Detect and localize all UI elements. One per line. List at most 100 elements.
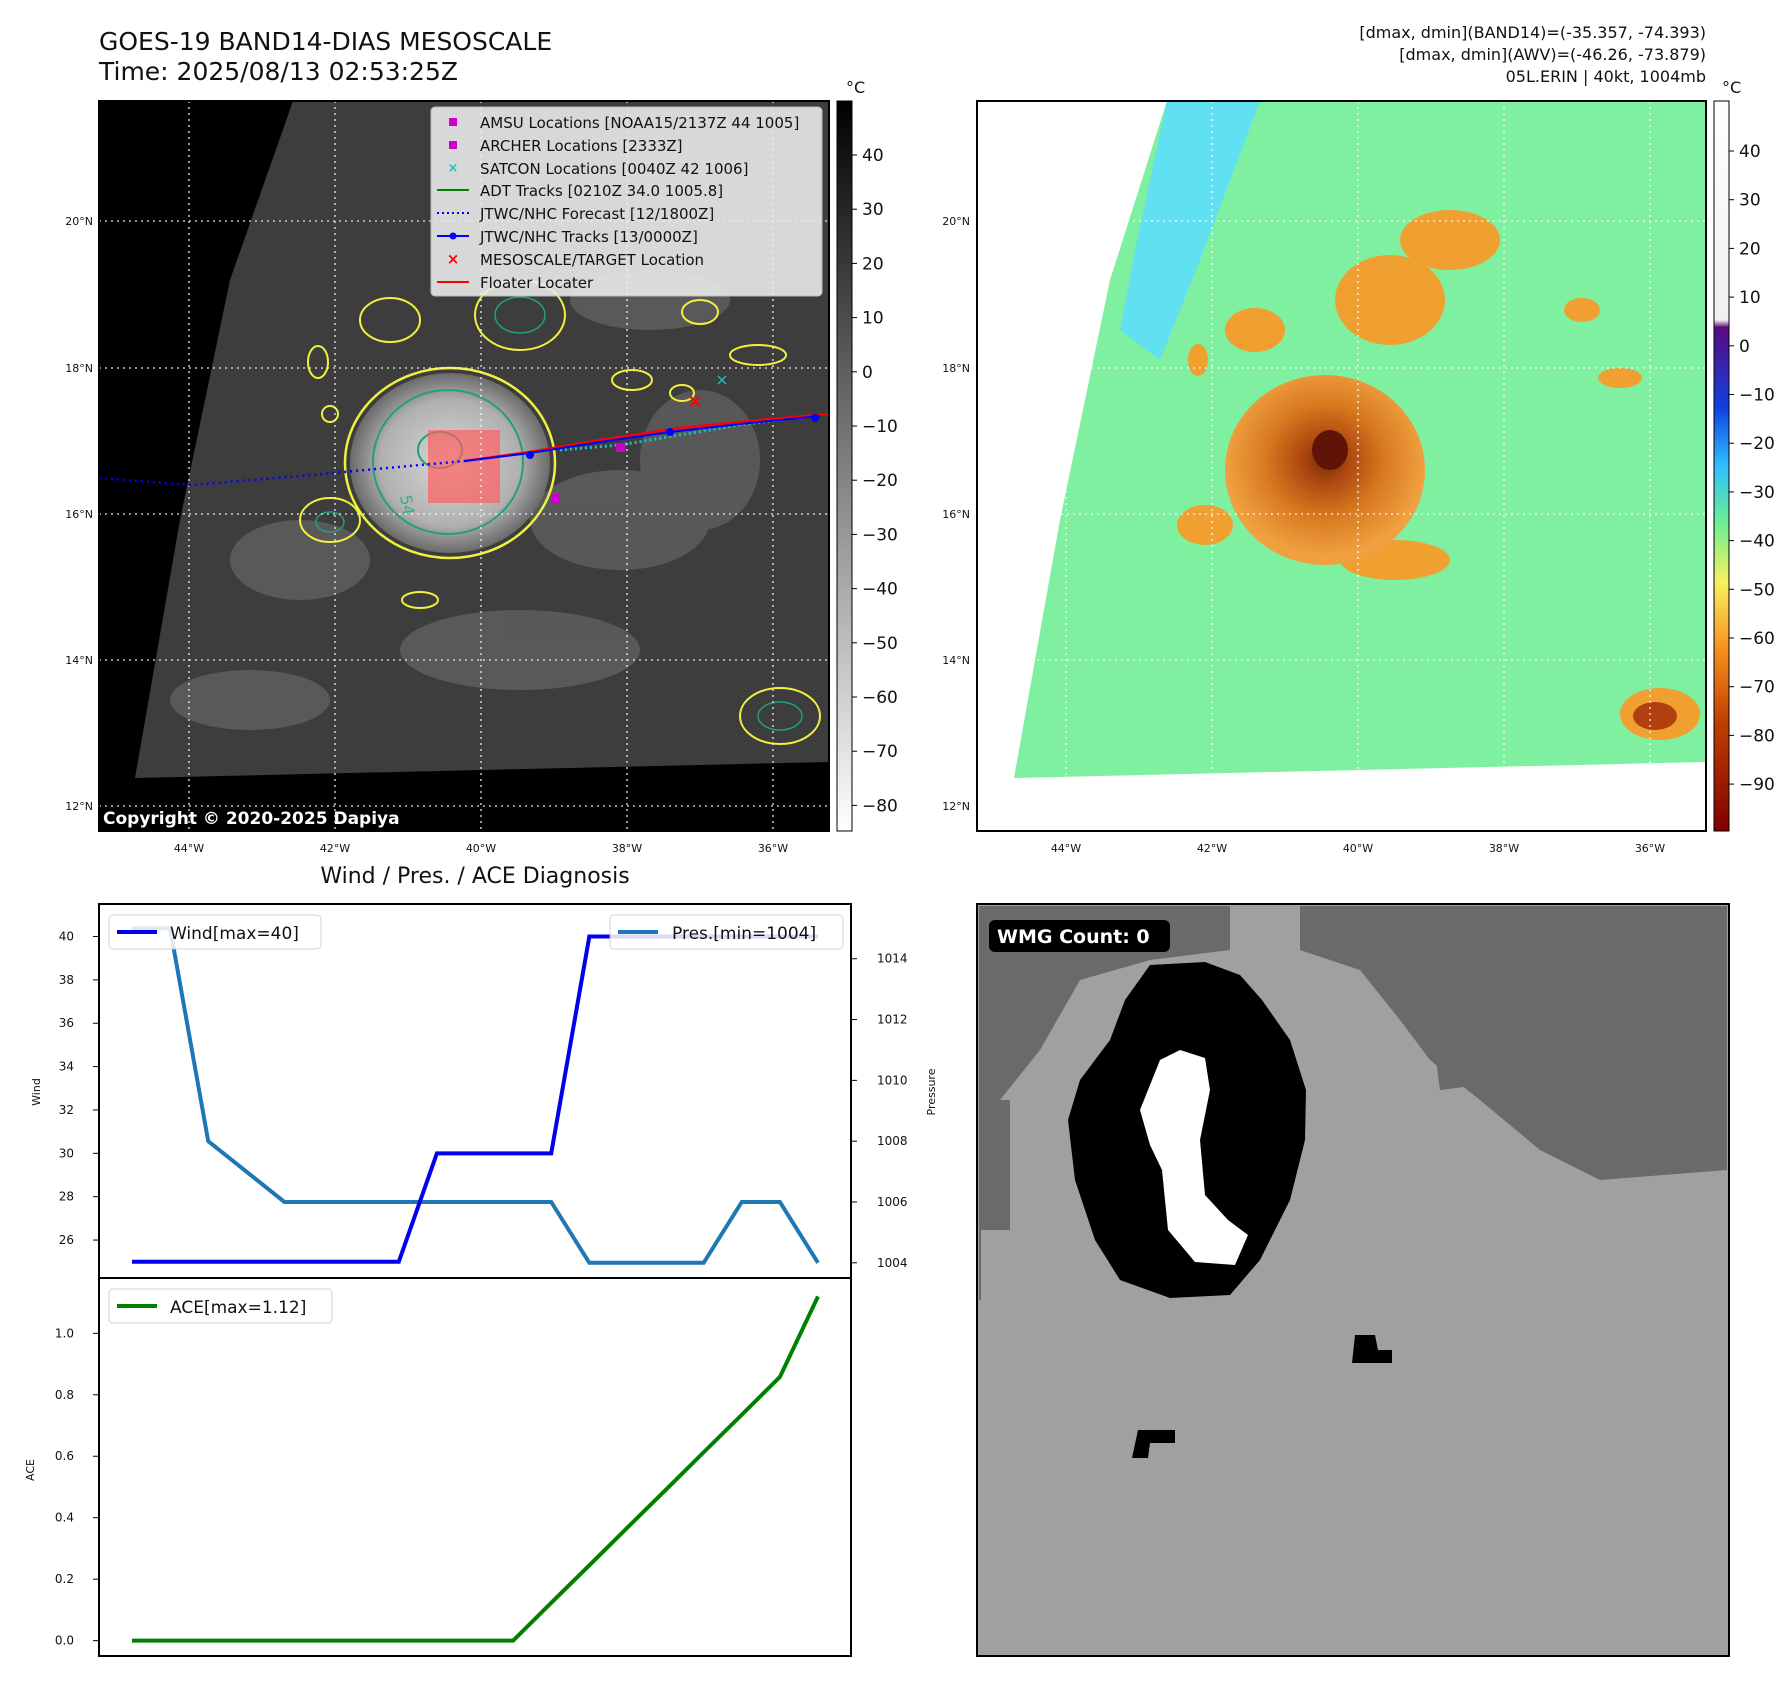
wv-storm-core [1225, 375, 1425, 565]
wv-colorbar-tick-label: −10 [1739, 386, 1775, 406]
amsu-marker [551, 494, 560, 503]
ir-colorbar-tick-label: −50 [862, 634, 898, 654]
ir-colorbar-tick-label: −60 [862, 688, 898, 708]
wind-tick-label: 38 [59, 973, 74, 987]
ir-colorbar-tick-label: 30 [862, 200, 884, 220]
diagnosis-title: Wind / Pres. / ACE Diagnosis [320, 864, 629, 889]
wind-tick-label: 32 [59, 1103, 74, 1117]
ir-colorbar [836, 100, 853, 832]
wmg-count-label: WMG Count: 0 [997, 926, 1150, 948]
copyright-text: Copyright © 2020-2025 Dapiya [103, 809, 400, 829]
ir-colorbar-tick-label: −10 [862, 417, 898, 437]
pressure-tick-label: 1006 [877, 1195, 908, 1209]
wv-colorbar-tick-label: −50 [1739, 580, 1775, 600]
legend-label: MESOSCALE/TARGET Location [480, 251, 704, 269]
figure-time: Time: 2025/08/13 02:53:25Z [98, 57, 458, 86]
pressure-line [132, 926, 820, 1265]
wv-colorbar [1713, 100, 1730, 832]
archer-marker [616, 443, 625, 452]
wv-lat-label: 12°N [942, 800, 970, 813]
legend-icon-satcon: × [448, 161, 459, 176]
wv-lon-label: 38°W [1489, 842, 1519, 855]
wind-pressure-chart: Wind / Pres. / ACE Diagnosis 26 28 30 32 34 3… [30, 864, 938, 1279]
ir-colorbar-tick-label: −30 [862, 525, 898, 545]
wv-lat-label: 18°N [942, 362, 970, 375]
legend-label: ADT Tracks [0210Z 34.0 1005.8] [480, 182, 723, 200]
wv-lon-label: 42°W [1197, 842, 1227, 855]
ir-lon-label: 40°W [466, 842, 496, 855]
legend-label: JTWC/NHC Tracks [13/0000Z] [479, 228, 698, 246]
ir-lon-label: 44°W [174, 842, 204, 855]
target-marker: × [687, 391, 702, 412]
wv-lat-label: 16°N [942, 508, 970, 521]
wmg-panel: WMG Count: 0 [976, 903, 1730, 1657]
legend-label: ARCHER Locations [2333Z] [480, 137, 683, 155]
wv-lat-label: 14°N [942, 654, 970, 667]
ace-legend: ACE[max=1.12] [108, 1288, 333, 1324]
satcon-marker: × [715, 370, 728, 389]
wind-tick-label: 40 [59, 930, 74, 944]
pressure-tick-label: 1012 [877, 1013, 908, 1027]
ir-colorbar-ticks: 40 30 20 10 0 −10 −20 −30 −40 −50 −60 −70 −80 [852, 146, 898, 816]
wv-lon-label: 40°W [1343, 842, 1373, 855]
ace-chart: 0.0 0.2 0.4 0.6 0.8 1.0 ACE ACE[max=1.12] [24, 1277, 852, 1657]
ir-colorbar-tick-label: −70 [862, 742, 898, 762]
ace-tick-label: 0.0 [55, 1634, 74, 1648]
wv-colorbar-tick-label: −20 [1739, 434, 1775, 454]
legend-label: SATCON Locations [0040Z 42 1006] [480, 160, 748, 178]
ace-axis-label: ACE [24, 1459, 37, 1481]
wv-dry-band [1120, 101, 1260, 360]
wv-map-panel: 20°N 18°N 16°N 14°N 12°N 44°W 42°W 40°W … [942, 78, 1775, 855]
ace-tick-label: 1.0 [55, 1326, 74, 1340]
ir-legend: × × AMSU Locations [NOAA15/2137Z 44 1005… [430, 106, 823, 297]
wv-colorbar-tick-label: −60 [1739, 629, 1775, 649]
ir-colorbar-tick-label: −40 [862, 580, 898, 600]
wv-lat-label: 20°N [942, 215, 970, 228]
wind-legend-label: Wind[max=40] [170, 924, 299, 944]
legend-label: Floater Locater [480, 274, 594, 292]
wind-tick-label: 36 [59, 1016, 74, 1030]
wind-axis-label: Wind [30, 1078, 43, 1106]
ir-lon-label: 38°W [612, 842, 642, 855]
wv-colorbar-tick-label: 20 [1739, 239, 1761, 259]
wv-colorbar-tick-label: 40 [1739, 142, 1761, 162]
legend-label: AMSU Locations [NOAA15/2137Z 44 1005] [480, 114, 799, 132]
wind-tick-label: 34 [59, 1060, 74, 1074]
wv-colorbar-tick-label: −80 [1739, 726, 1775, 746]
pressure-tick-label: 1004 [877, 1256, 908, 1270]
pressure-legend-label: Pres.[min=1004] [672, 924, 816, 944]
ir-lat-label: 18°N [65, 362, 93, 375]
wv-colorbar-tick-label: −30 [1739, 483, 1775, 503]
ir-colorbar-tick-label: −20 [862, 471, 898, 491]
ir-colorbar-tick-label: −80 [862, 796, 898, 816]
legend-icon-archer [449, 141, 457, 149]
pressure-tick-label: 1008 [877, 1134, 908, 1148]
forecast-track [99, 459, 466, 487]
ir-lat-label: 16°N [65, 508, 93, 521]
ir-colorbar-tick-label: 20 [862, 254, 884, 274]
wv-lon-label: 36°W [1635, 842, 1665, 855]
nhc-track [464, 415, 821, 462]
wv-colorbar-unit: °C [1722, 78, 1741, 97]
pressure-legend: Pres.[min=1004] [609, 914, 844, 950]
wv-colorbar-tick-label: −40 [1739, 532, 1775, 552]
ir-map-panel: 54 [65, 78, 898, 855]
wv-colorbar-tick-label: 30 [1739, 191, 1761, 211]
ir-lon-label: 42°W [320, 842, 350, 855]
info-line-3: 05L.ERIN | 40kt, 1004mb [1506, 67, 1706, 86]
ir-lat-label: 20°N [65, 215, 93, 228]
wind-tick-label: 28 [59, 1190, 74, 1204]
legend-label: JTWC/NHC Forecast [12/1800Z] [479, 205, 714, 223]
pressure-tick-label: 1014 [877, 952, 908, 966]
wv-lon-label: 44°W [1051, 842, 1081, 855]
ir-lat-label: 12°N [65, 800, 93, 813]
wv-colorbar-ticks: 40 30 20 10 0 −10 −20 −30 −40 −50 −60 −70 −80 −90 [1729, 142, 1775, 795]
ace-tick-label: 0.2 [55, 1572, 74, 1586]
wv-colorbar-tick-label: −90 [1739, 775, 1775, 795]
figure-title: GOES-19 BAND14-DIAS MESOSCALE [99, 27, 552, 56]
mesoscale-box [428, 430, 500, 503]
ir-colorbar-tick-label: 40 [862, 146, 884, 166]
wv-colorbar-tick-label: −70 [1739, 678, 1775, 698]
pressure-tick-label: 1010 [877, 1073, 908, 1087]
